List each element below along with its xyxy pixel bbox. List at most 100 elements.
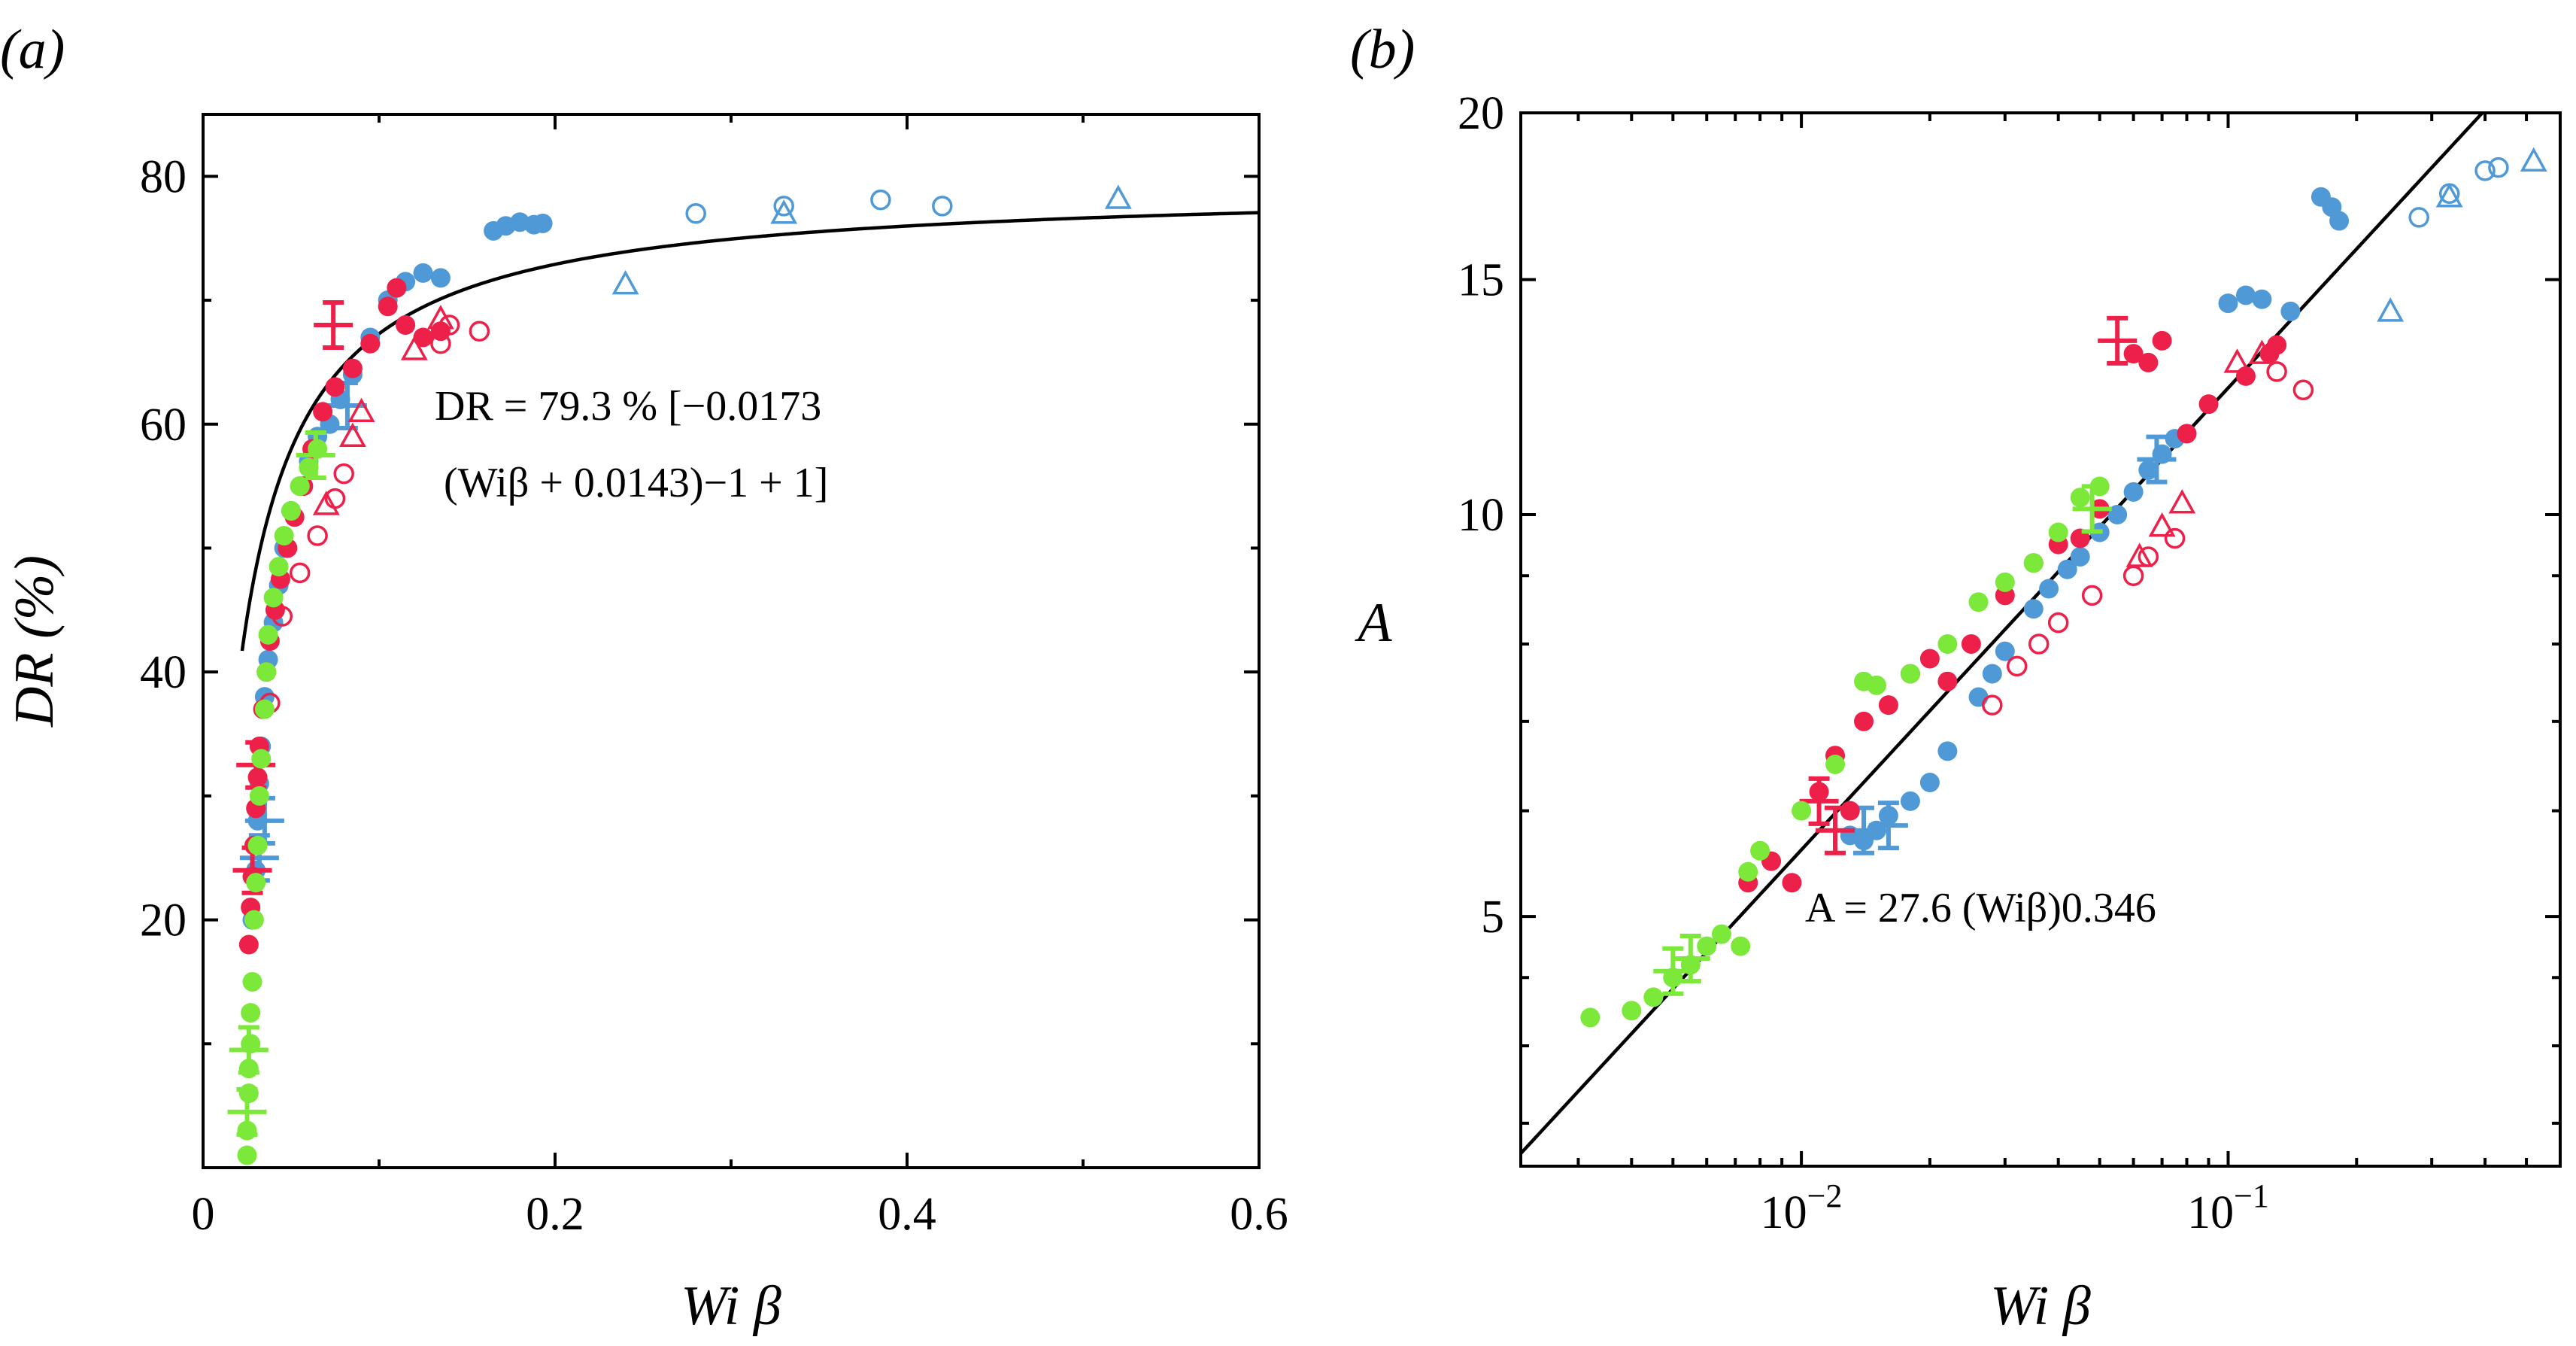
panel-b-plot-frame (1519, 111, 2562, 1168)
green-filled-circle-point (1738, 861, 1758, 882)
green-error-cross-point (1653, 946, 1693, 996)
red-error-cross-point (1816, 805, 1855, 855)
red-open-circle-point (1982, 694, 2003, 716)
red-open-circle-point (307, 525, 328, 546)
red-filled-circle-point (325, 377, 345, 397)
green-error-cross-point (1670, 934, 1710, 984)
red-filled-circle-point (413, 327, 433, 348)
green-filled-circle-point (1900, 664, 1920, 684)
green-filled-circle-point (251, 749, 272, 769)
blue-filled-circle-point (1995, 641, 2015, 661)
blue-filled-circle-point (1919, 773, 1940, 793)
red-filled-circle-point (2152, 330, 2172, 351)
green-filled-circle-point (1697, 936, 1717, 956)
red-filled-circle-point (1919, 649, 1940, 669)
red-filled-circle-point (342, 358, 363, 378)
blue-open-circle-point (2488, 156, 2509, 178)
green-filled-circle-point (269, 557, 289, 577)
green-filled-circle-point (1867, 675, 1887, 695)
red-filled-circle-point (1782, 873, 1802, 893)
y-tick-label: 80 (140, 151, 187, 202)
red-open-triangle-point (2168, 489, 2196, 514)
red-open-circle-point (2266, 361, 2287, 382)
panel-b-annotation: A = 27.6 (Wiβ)0.346 (1805, 885, 2156, 931)
panel-a-annotation-line1: DR = 79.3 % [−0.0173 (435, 383, 821, 430)
green-filled-circle-point (263, 588, 284, 608)
blue-filled-circle-point (2123, 482, 2144, 502)
red-open-triangle-point (426, 305, 454, 330)
red-filled-circle-point (1961, 634, 1981, 654)
red-open-triangle-point (400, 336, 428, 360)
red-error-cross-point (2098, 315, 2138, 366)
x-tick-label: 10−2 (1761, 1177, 1843, 1238)
blue-filled-circle-point (413, 263, 433, 283)
blue-filled-circle-point (2023, 599, 2044, 619)
red-open-triangle-point (2248, 339, 2276, 364)
panel-a-annotation-line2: (Wiβ + 0.0143)−1 + 1] (444, 460, 828, 506)
blue-filled-circle-point (532, 213, 553, 233)
green-filled-circle-point (244, 910, 264, 930)
blue-open-circle-point (2474, 160, 2496, 181)
x-tick-label: 10−1 (2187, 1177, 2269, 1238)
blue-filled-circle-point (1982, 664, 2002, 684)
green-filled-circle-point (247, 835, 268, 855)
panel-a: (a) 0 0.2 0.4 0.6 20 40 60 80 Wi β DR (%) DR = … (0, 19, 1288, 1337)
green-filled-circle-point (1622, 1001, 1642, 1021)
panel-b-marks (1521, 113, 2547, 1155)
panel-b-x-axis-label: Wi β (1990, 1275, 2091, 1337)
red-filled-circle-point (1937, 671, 1958, 691)
blue-filled-circle-point (2070, 546, 2090, 567)
red-error-cross-point (1799, 776, 1839, 826)
blue-open-circle-point (2408, 207, 2429, 228)
red-open-triangle-point (2125, 542, 2153, 567)
panel-a-y-axis-label: DR (%) (4, 555, 65, 728)
blue-filled-circle-point (1968, 687, 1989, 707)
red-error-cross-point (314, 300, 353, 350)
panel-a-plot-frame (202, 113, 1261, 1169)
red-open-circle-point (2047, 612, 2069, 634)
y-tick-label: 5 (1481, 892, 1504, 943)
blue-open-circle-point (932, 196, 953, 217)
panel-b-y-axis-label: A (1354, 592, 1392, 654)
red-filled-circle-point (387, 278, 407, 298)
green-filled-circle-point (242, 971, 262, 992)
red-filled-circle-point (1840, 801, 1860, 821)
red-open-circle-point (2081, 585, 2103, 606)
green-error-cross-point (2072, 484, 2112, 534)
blue-error-cross-point (239, 833, 279, 883)
green-filled-circle-point (246, 873, 266, 893)
blue-open-triangle-point (2377, 297, 2405, 322)
blue-open-circle-point (773, 196, 794, 217)
blue-filled-circle-point (430, 268, 451, 288)
blue-filled-circle-point (2218, 293, 2238, 314)
blue-filled-circle-point (1900, 791, 1920, 811)
fit-curve (240, 211, 1259, 652)
blue-open-triangle-point (611, 270, 639, 295)
red-open-circle-point (438, 314, 460, 336)
green-filled-circle-point (241, 1003, 261, 1023)
red-filled-circle-point (313, 402, 333, 422)
panel-a-label: (a) (0, 19, 65, 81)
green-filled-circle-point (2048, 522, 2068, 542)
red-open-circle-point (2164, 527, 2186, 549)
x-tick-label: 0.4 (878, 1189, 936, 1240)
red-open-circle-point (469, 321, 490, 342)
blue-filled-circle-point (2329, 211, 2350, 231)
green-filled-circle-point (2070, 488, 2090, 508)
red-open-triangle-point (338, 422, 366, 447)
blue-filled-circle-point (2138, 460, 2159, 480)
y-tick-label: 20 (1458, 88, 1504, 139)
blue-error-cross-point (2137, 434, 2177, 485)
blue-open-circle-point (870, 189, 891, 211)
blue-open-triangle-point (770, 199, 798, 224)
red-open-circle-point (2292, 379, 2314, 401)
blue-open-circle-point (685, 203, 706, 224)
red-open-circle-point (2122, 565, 2144, 586)
red-filled-circle-point (2138, 352, 2159, 372)
green-filled-circle-point (1792, 801, 1812, 821)
y-tick-label: 15 (1458, 255, 1504, 306)
panel-b-ticks: 10−2 10−1 5 10 15 20 (1458, 88, 2560, 1238)
blue-open-triangle-point (2435, 183, 2463, 208)
green-filled-circle-point (2023, 553, 2044, 573)
